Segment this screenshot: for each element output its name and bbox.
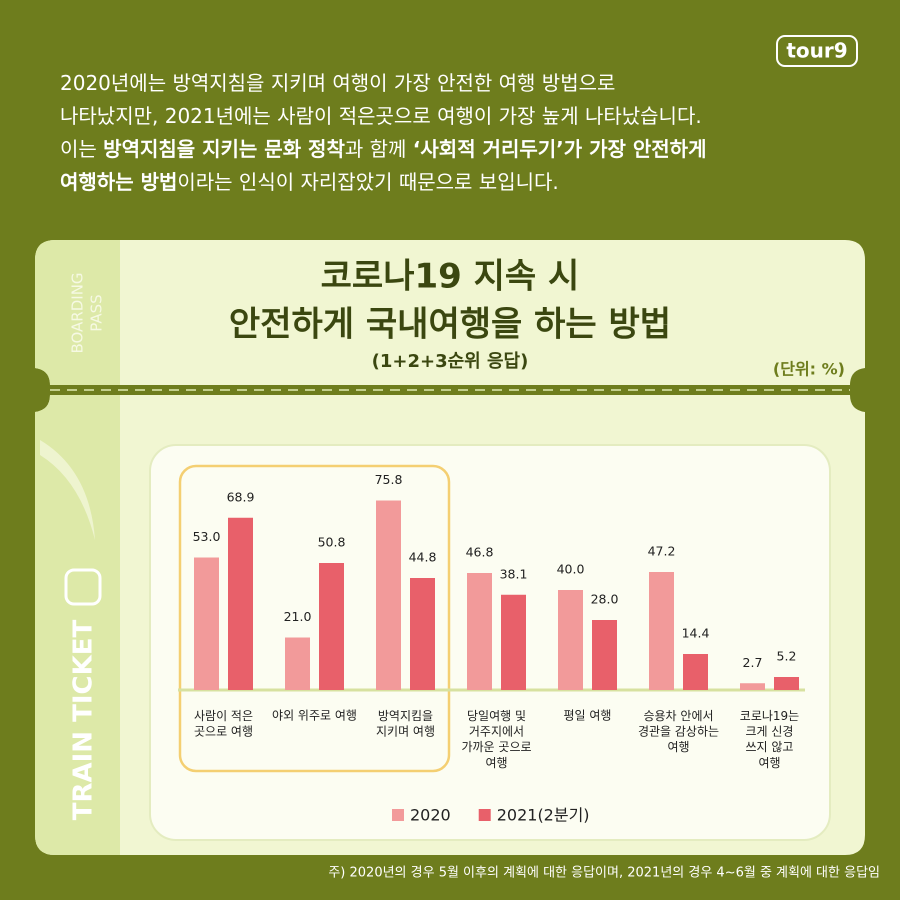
intro-text: 나타났지만, 2021년에는 사람이 적은곳으로 여행이 가장 높게 나타났습니… — [60, 104, 702, 128]
bar — [285, 637, 310, 690]
legend-label: 2021(2분기) — [497, 806, 590, 825]
value-label: 28.0 — [591, 592, 619, 607]
ticket-stub-bottom — [35, 395, 120, 855]
value-label: 44.8 — [409, 550, 437, 565]
bar — [774, 677, 799, 690]
x-tick-label: 당일여행 및 거주지에서 가까운 곳으로 여행 — [461, 708, 531, 770]
boarding-label: BOARDING — [69, 272, 87, 353]
intro: 2020년에는 방역지침을 지키며 여행이 가장 안전한 여행 방법으로나타났지… — [60, 71, 706, 194]
chart-title: 코로나19 지속 시 — [321, 257, 580, 297]
value-label: 14.4 — [682, 626, 710, 641]
unit-label: (단위: %) — [773, 360, 845, 379]
ticket-stub-top — [35, 240, 120, 385]
value-label: 75.8 — [375, 472, 403, 487]
intro-text: 2020년에는 방역지침을 지키며 여행이 가장 안전한 여행 방법으로 — [60, 71, 615, 95]
value-label: 47.2 — [648, 544, 676, 559]
intro-text: 과 함께 — [345, 137, 413, 161]
legend-swatch — [478, 809, 491, 821]
x-tick-label: 야외 위주로 여행 — [272, 708, 357, 723]
bar — [592, 620, 617, 690]
chart-subtitle: (1+2+3순위 응답) — [372, 351, 529, 372]
bar — [467, 573, 492, 690]
logo-frame — [776, 35, 858, 67]
bar — [410, 578, 435, 690]
value-label: 40.0 — [557, 562, 585, 577]
bar — [319, 563, 344, 690]
chart-title: 안전하게 국내여행을 하는 방법 — [229, 305, 671, 345]
bar — [376, 500, 401, 690]
value-label: 53.0 — [193, 529, 221, 544]
logo: tour9 — [786, 39, 847, 63]
value-label: 38.1 — [500, 566, 528, 581]
bar — [228, 517, 253, 690]
stub-swoosh — [40, 440, 95, 540]
bar — [194, 557, 219, 690]
x-tick-label: 승용차 안에서 경관을 감상하는 여행 — [638, 709, 719, 754]
bar — [740, 683, 765, 690]
x-tick-label: 사람이 적은 곳으로 여행 — [194, 709, 253, 739]
intro-line: 2020년에는 방역지침을 지키며 여행이 가장 안전한 여행 방법으로 — [60, 71, 615, 95]
value-label: 46.8 — [466, 545, 494, 560]
x-tick-label: 평일 여행 — [564, 708, 612, 723]
x-tick-label: 코로나19는 크게 신경 쓰지 않고 여행 — [740, 709, 799, 770]
intro-text: 이라는 인식이 자리잡았기 때문으로 보입니다. — [177, 170, 558, 194]
bar — [649, 572, 674, 690]
bar — [683, 654, 708, 690]
highlight-frame — [178, 464, 451, 773]
train-icon — [64, 568, 102, 606]
footnote: 주) 2020년의 경우 5월 이후의 계획에 대한 응답이며, 2021년의 … — [328, 866, 880, 881]
intro-line: 이는 방역지침을 지키는 문화 정착과 함께 ‘사회적 거리두기’가 가장 안전… — [60, 137, 706, 161]
legend-swatch — [392, 809, 404, 821]
intro-line: 나타났지만, 2021년에는 사람이 적은곳으로 여행이 가장 높게 나타났습니… — [60, 104, 702, 128]
intro-emphasis: ‘사회적 거리두기’가 가장 안전하게 — [413, 137, 707, 161]
pass-label: PASS — [88, 294, 106, 331]
bar — [558, 590, 583, 690]
value-label: 50.8 — [318, 535, 346, 550]
intro-line: 여행하는 방법이라는 인식이 자리잡았기 때문으로 보입니다. — [60, 170, 559, 194]
value-label: 21.0 — [284, 609, 312, 624]
train-ticket-label: TRAIN TICKET — [69, 619, 99, 820]
legend-label: 2020 — [410, 806, 451, 825]
intro-text: 이는 — [60, 137, 103, 161]
bar — [501, 594, 526, 690]
value-label: 5.2 — [777, 649, 797, 664]
value-label: 2.7 — [743, 655, 763, 670]
intro-emphasis: 여행하는 방법 — [60, 170, 177, 194]
x-tick-label: 방역지킴을 지키며 여행 — [376, 709, 435, 739]
value-label: 68.9 — [227, 489, 255, 504]
ticket-top — [35, 240, 865, 385]
intro-emphasis: 방역지침을 지키는 문화 정착 — [103, 137, 345, 161]
